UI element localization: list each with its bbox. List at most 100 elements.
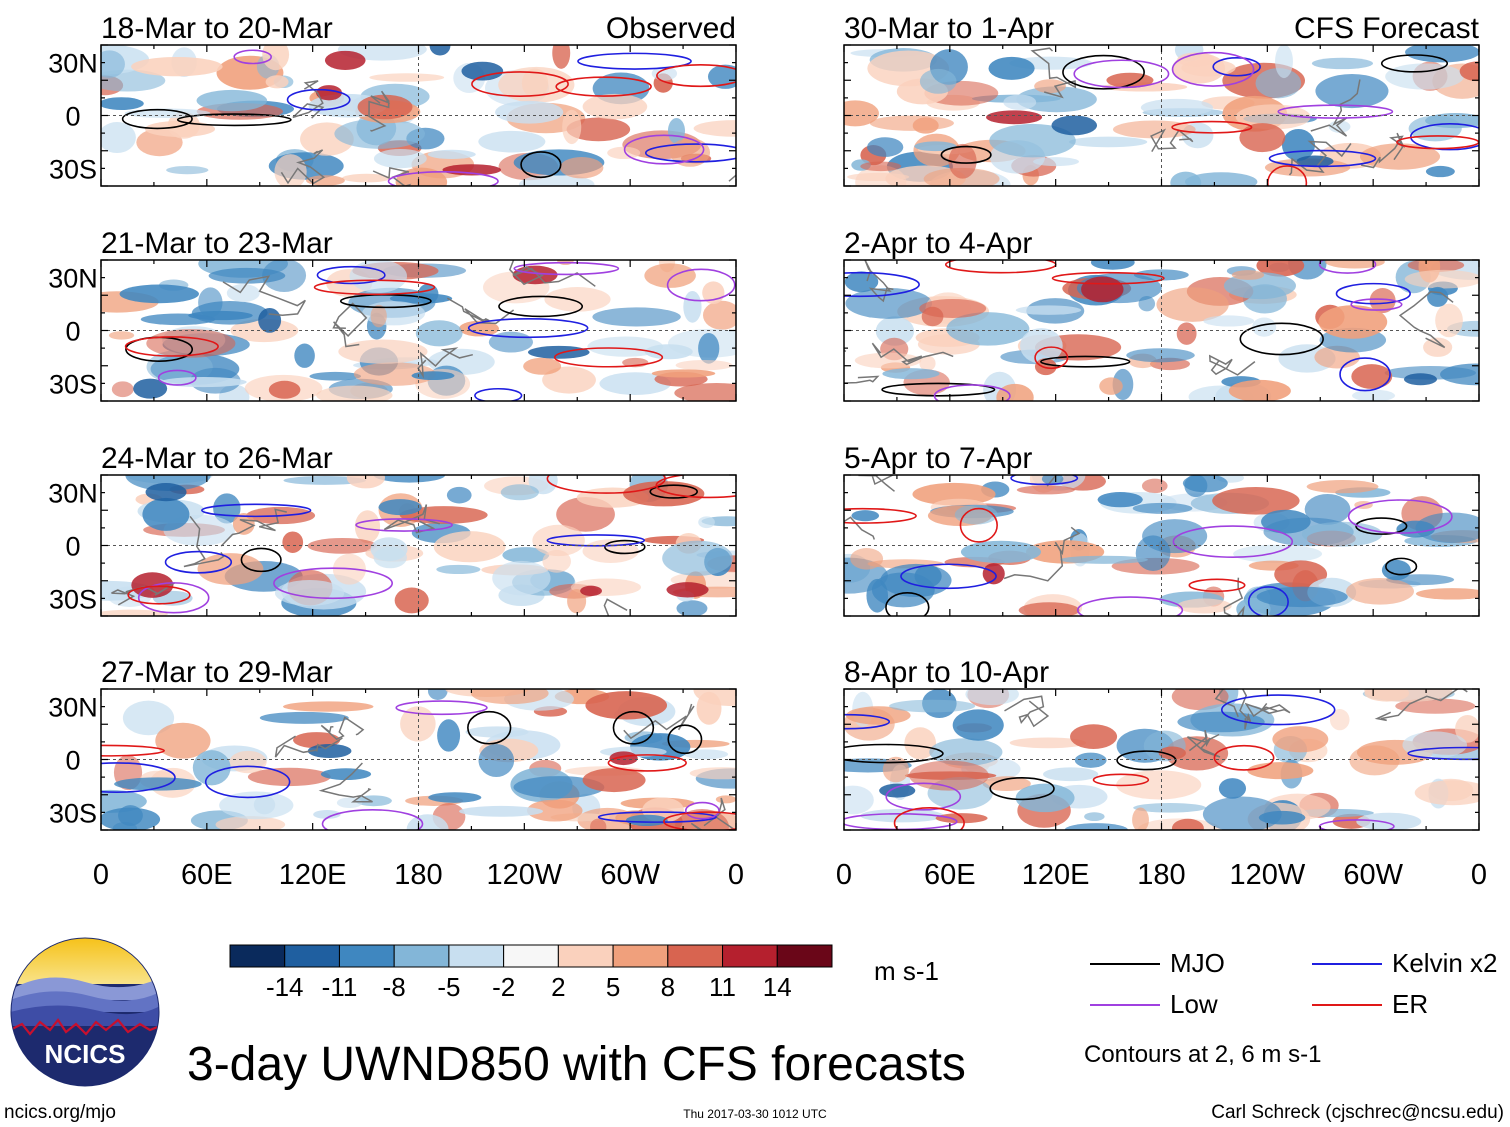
- anomaly-blob: [259, 711, 349, 724]
- anomaly-blob: [125, 475, 211, 491]
- anomaly-core: [666, 582, 709, 598]
- anomaly-blob: [982, 776, 1031, 792]
- anomaly-blob: [1015, 783, 1075, 813]
- kelvin-x2-contour: [1339, 357, 1391, 392]
- anomaly-core: [582, 768, 646, 793]
- x-tick-label: 120W: [1229, 859, 1305, 891]
- anomaly-blob: [850, 548, 884, 570]
- y-tick-label: 30S: [49, 369, 97, 399]
- anomaly-blob: [1256, 586, 1348, 608]
- anomaly-blob: [1202, 796, 1282, 830]
- panel-period-label: 24-Mar to 26-Mar: [101, 442, 333, 475]
- panel-6: 2-Apr to 4-Apr: [843, 227, 1480, 402]
- anomaly-core: [429, 45, 451, 56]
- low-contour: [885, 782, 962, 811]
- anomaly-blob: [919, 355, 936, 372]
- y-tick-label: 30N: [48, 264, 98, 294]
- anomaly-blob: [346, 475, 385, 489]
- anomaly-core: [1381, 559, 1411, 581]
- anomaly-blob: [683, 290, 702, 323]
- mjo-contour: [1062, 54, 1145, 90]
- mjo-contour: [520, 151, 562, 179]
- anomaly-blob: [1203, 315, 1255, 327]
- anomaly-blob: [316, 385, 393, 401]
- kelvin-x2-contour: [597, 811, 717, 823]
- anomaly-blob: [320, 768, 372, 781]
- anomaly-blob: [1415, 588, 1479, 600]
- anomaly-blob: [1405, 45, 1479, 63]
- anomaly-blob: [433, 531, 506, 563]
- x-tick-label: 0: [93, 859, 109, 891]
- anomaly-blob: [662, 540, 733, 576]
- legend-label: Low: [1170, 989, 1218, 1019]
- anomaly-core: [145, 483, 187, 502]
- wind-field: [844, 45, 1479, 186]
- y-tick-label: 0: [65, 532, 80, 562]
- anomaly-blob: [1177, 711, 1265, 733]
- er-contour: [127, 585, 191, 605]
- anomaly-blob: [373, 148, 427, 169]
- anomaly-blob: [108, 331, 135, 340]
- anomaly-blob: [283, 701, 374, 712]
- anomaly-blob: [336, 797, 363, 809]
- anomaly-blob: [909, 760, 989, 791]
- anomaly-blob: [521, 68, 549, 99]
- anomaly-blob: [698, 333, 720, 364]
- x-tick-label: 120E: [1022, 859, 1090, 891]
- anomaly-blob: [274, 580, 345, 606]
- colorbar-label: -11: [322, 972, 358, 1002]
- wind-field: [844, 260, 1479, 401]
- anomaly-blob: [989, 123, 1076, 158]
- anomaly-blob: [869, 115, 954, 131]
- x-tick-label: 0: [728, 859, 744, 891]
- x-tick-label: 60W: [600, 859, 660, 891]
- anomaly-blob: [513, 776, 605, 799]
- anomaly-core: [1171, 818, 1204, 830]
- anomaly-blob: [846, 706, 911, 725]
- coastline: [1398, 291, 1454, 349]
- anomaly-blob: [1346, 578, 1414, 605]
- anomaly-blob: [1218, 778, 1247, 799]
- colorbar-swatch: [503, 944, 559, 968]
- anomaly-blob: [698, 516, 715, 529]
- anomaly-blob: [1231, 270, 1265, 280]
- anomaly-blob: [1184, 172, 1258, 186]
- anomaly-blob: [960, 540, 1041, 564]
- coastline: [1374, 689, 1468, 722]
- low-contour: [395, 700, 488, 716]
- anomaly-core: [580, 585, 602, 597]
- anomaly-core: [461, 61, 504, 81]
- panel-period-label: 21-Mar to 23-Mar: [101, 227, 333, 260]
- coastline: [1244, 702, 1291, 718]
- anomaly-blob: [904, 727, 937, 760]
- low-contour: [1277, 104, 1394, 119]
- anomaly-blob: [523, 357, 562, 375]
- low-contour: [1073, 59, 1170, 89]
- er-contour: [1188, 578, 1246, 593]
- y-tick-label: 30N: [48, 49, 98, 79]
- anomaly-blob: [1176, 322, 1197, 345]
- anomaly-blob: [1385, 63, 1464, 90]
- x-tick-label: 60E: [181, 859, 233, 891]
- mjo-contour: [240, 547, 282, 573]
- coastline: [318, 762, 373, 803]
- coastline: [1214, 689, 1252, 730]
- anomaly-blob: [306, 175, 345, 186]
- anomaly-core: [1051, 115, 1098, 136]
- low-contour: [233, 49, 273, 65]
- anomaly-blob: [369, 73, 445, 82]
- anomaly-blob: [283, 476, 366, 485]
- anomaly-core: [1081, 276, 1124, 303]
- er-contour: [663, 811, 736, 830]
- anomaly-blob: [1359, 143, 1441, 170]
- coastline: [220, 508, 287, 547]
- er-contour: [471, 71, 569, 97]
- anomaly-blob: [197, 553, 264, 585]
- anomaly-blob: [667, 117, 686, 144]
- anomaly-blob: [562, 109, 582, 145]
- anomaly-blob: [229, 750, 267, 774]
- kelvin-x2-contour: [1268, 149, 1377, 168]
- anomaly-blob: [946, 312, 1030, 346]
- anomaly-blob: [1116, 770, 1202, 800]
- coastline: [864, 260, 894, 303]
